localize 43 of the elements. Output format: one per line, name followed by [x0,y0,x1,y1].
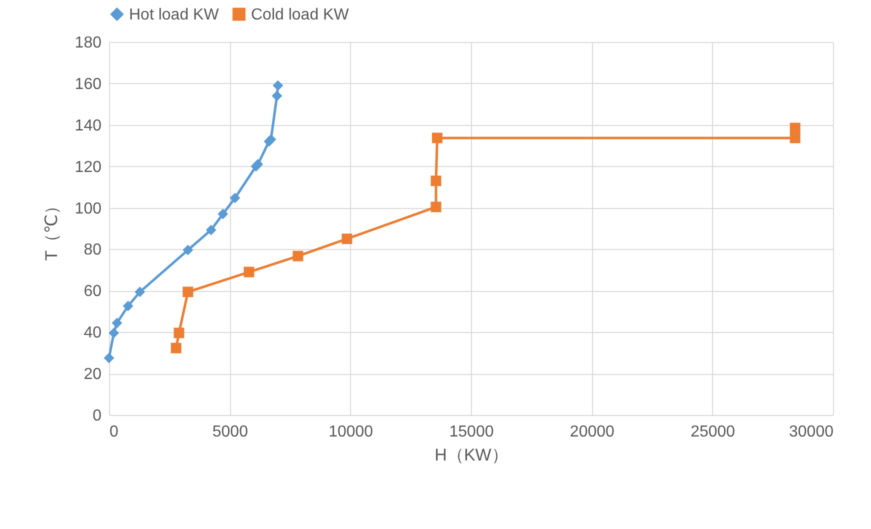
legend-label: Hot load KW [129,6,220,24]
point [430,202,442,212]
point [182,244,194,256]
y-tick-label: 180 [74,34,102,52]
point [244,266,254,278]
x-tick-label: 30000 [789,424,834,440]
point [342,234,352,244]
y-tick-label: 60 [84,283,102,300]
point [108,328,120,338]
x-tick-label: 5000 [212,424,248,440]
point [292,250,304,262]
point [122,300,134,312]
y-tick-label: 140 [74,117,102,134]
y-tick-label: 0 [92,408,102,424]
point [104,352,114,364]
x-tick-label: 20000 [570,424,615,440]
point [430,176,442,186]
y-axis-title: T（℃） [42,197,61,261]
y-tick-label: 120 [74,158,102,176]
y-tick-label: 100 [74,200,102,218]
point [174,328,184,338]
point [790,132,800,144]
point [432,132,442,144]
point [272,80,284,91]
y-tick-label: 80 [84,242,102,259]
point [790,122,800,134]
point [206,224,216,236]
y-tick-label: 160 [74,76,102,93]
x-tick-label: 0 [110,424,118,440]
y-tick-label: 20 [84,366,102,384]
x-tick-label: 25000 [690,424,736,440]
point [170,342,182,354]
point [112,318,122,328]
y-tick-label: 40 [84,324,102,342]
point [134,286,146,298]
x-tick-label: 10000 [328,424,374,440]
point [230,192,240,204]
point [272,90,282,102]
x-axis-title: H（KW） [434,446,508,464]
point [218,208,228,220]
legend-label: Cold load KW [251,6,350,24]
x-tick-label: 15000 [449,424,494,440]
point [182,286,194,298]
